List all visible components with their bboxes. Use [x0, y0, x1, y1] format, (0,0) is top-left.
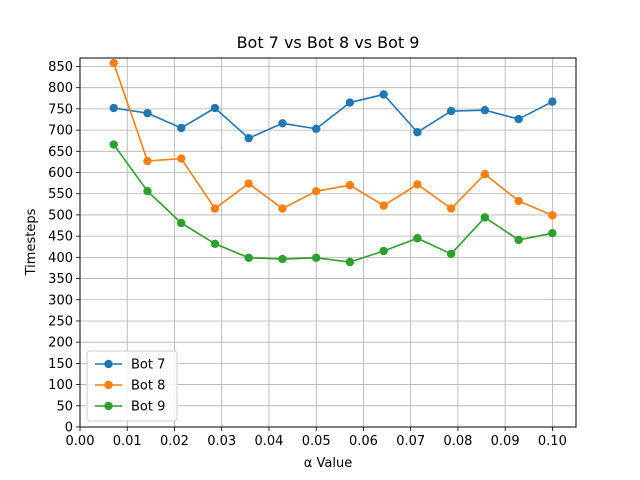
legend-label: Bot 7	[131, 358, 165, 373]
data-point-bot-8	[278, 204, 287, 213]
data-point-bot-8	[345, 181, 355, 190]
data-point-bot-8	[548, 211, 557, 220]
x-tick-label: 0.05	[302, 434, 331, 449]
y-tick-label: 250	[48, 314, 73, 329]
y-tick-label: 850	[48, 60, 73, 75]
y-tick-label: 800	[48, 81, 73, 96]
y-tick-label: 650	[48, 145, 73, 160]
y-tick-label: 550	[48, 187, 73, 202]
y-axis-label: Timesteps	[24, 208, 39, 276]
data-point-bot-8	[379, 201, 388, 210]
y-tick-label: 50	[56, 399, 73, 414]
x-tick-label: 0.10	[538, 434, 567, 449]
legend-marker	[104, 380, 113, 390]
y-tick-label: 200	[48, 336, 73, 351]
y-tick-label: 300	[48, 293, 73, 308]
y-tick-label: 150	[48, 357, 73, 372]
data-point-bot-7	[548, 97, 557, 106]
data-point-bot-7	[177, 123, 186, 133]
series-bot-8	[109, 58, 557, 220]
data-point-bot-9	[446, 249, 456, 259]
data-point-bot-9	[311, 253, 321, 262]
x-tick-label: 0.06	[349, 434, 378, 449]
data-point-bot-7	[210, 103, 220, 113]
chart-title: Bot 7 vs Bot 8 vs Bot 9	[237, 33, 420, 52]
x-tick-label: 0.01	[113, 434, 142, 449]
legend-label: Bot 8	[131, 379, 165, 394]
data-point-bot-9	[244, 253, 253, 262]
data-point-bot-9	[109, 140, 118, 149]
x-tick-label: 0.07	[396, 434, 425, 449]
series-layer	[109, 58, 557, 267]
data-point-bot-9	[210, 239, 220, 248]
y-tick-label: 500	[48, 208, 73, 223]
legend: Bot 7 Bot 8 Bot 9	[86, 350, 178, 422]
data-point-bot-9	[413, 234, 422, 243]
series-line-bot-9	[113, 144, 553, 263]
y-tick-label: 750	[48, 102, 73, 117]
series-line-bot-7	[113, 93, 553, 140]
data-point-bot-9	[480, 213, 490, 222]
legend-marker	[104, 359, 113, 369]
plot-frame	[79, 57, 577, 428]
data-point-bot-8	[413, 180, 422, 189]
x-tick-label: 0.04	[254, 434, 283, 449]
data-point-bot-7	[109, 103, 118, 113]
series-line-bot-8	[112, 62, 553, 217]
y-axis-ticks: 0 50 100 150 200 250 300 350 400 450 500 550 600 650 7…	[48, 60, 80, 436]
data-point-bot-7	[413, 128, 422, 137]
data-point-bot-7	[480, 105, 490, 115]
x-tick-label: 0.08	[443, 434, 472, 449]
data-point-bot-9	[514, 235, 523, 245]
x-tick-label: 0.00	[66, 434, 95, 449]
data-point-bot-9	[143, 186, 152, 196]
legend-item-bot-7: Bot 7	[95, 358, 165, 373]
data-point-bot-8	[177, 154, 186, 163]
x-tick-label: 0.03	[207, 434, 236, 449]
data-point-bot-8	[311, 186, 321, 196]
data-point-bot-9	[379, 246, 388, 256]
data-point-bot-9	[177, 218, 186, 228]
y-tick-label: 0	[65, 421, 73, 436]
data-point-bot-7	[446, 106, 456, 116]
data-point-bot-8	[446, 204, 456, 213]
series-bot-9	[109, 140, 557, 267]
legend-label: Bot 9	[131, 400, 165, 415]
series-bot-7	[109, 90, 557, 143]
y-tick-label: 600	[48, 166, 73, 181]
data-point-bot-9	[548, 228, 557, 238]
grid-lines	[79, 58, 576, 428]
y-tick-label: 350	[48, 272, 73, 287]
y-tick-label: 100	[48, 378, 73, 393]
y-tick-label: 450	[48, 230, 73, 245]
x-axis-ticks: 0.00 0.01 0.02 0.03 0.04 0.05 0.06 0.07 0.08 0.09…	[66, 427, 567, 449]
x-tick-label: 0.09	[491, 434, 520, 449]
data-point-bot-9	[345, 257, 355, 267]
y-tick-label: 400	[48, 251, 73, 266]
data-point-bot-7	[143, 108, 152, 118]
data-point-bot-7	[278, 119, 287, 128]
data-point-bot-7	[379, 90, 388, 99]
x-axis-label: α Value	[304, 456, 352, 471]
x-tick-label: 0.02	[160, 434, 189, 449]
legend-marker	[104, 401, 113, 411]
data-point-bot-8	[244, 179, 253, 188]
data-point-bot-8	[480, 170, 490, 179]
data-point-bot-7	[311, 124, 321, 134]
legend-item-bot-9: Bot 9	[95, 400, 165, 415]
y-tick-label: 700	[48, 124, 73, 139]
data-point-bot-8	[514, 196, 523, 206]
data-point-bot-7	[244, 133, 253, 143]
data-point-bot-7	[514, 114, 523, 124]
data-point-bot-8	[143, 156, 152, 166]
data-point-bot-8	[109, 58, 118, 68]
data-point-bot-7	[345, 98, 355, 107]
data-point-bot-8	[210, 204, 220, 213]
legend-item-bot-8: Bot 8	[95, 379, 165, 394]
data-point-bot-9	[278, 254, 287, 264]
